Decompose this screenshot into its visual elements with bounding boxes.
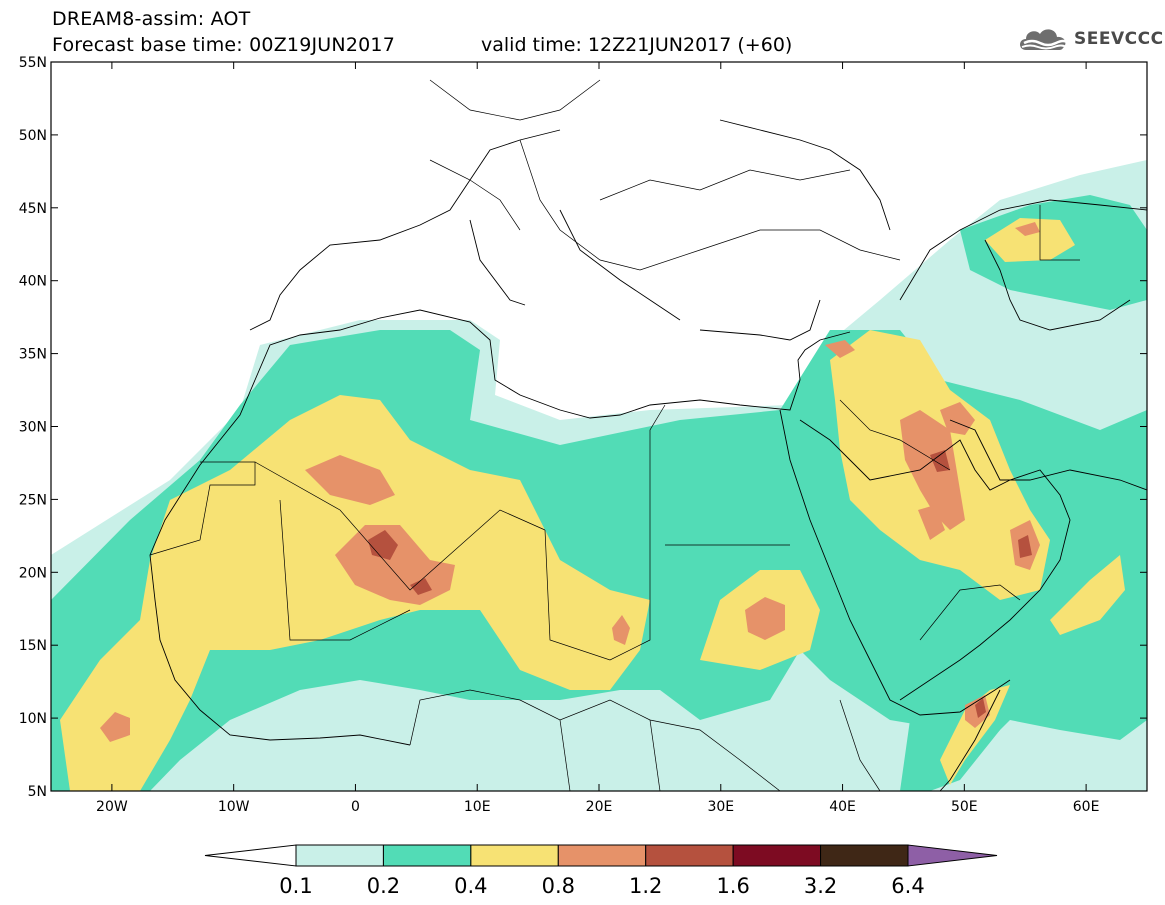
colorbar-under-arrow bbox=[204, 844, 297, 867]
colorbar: 0.1 0.2 0.4 0.8 1.2 1.6 3.2 6.4 bbox=[204, 844, 998, 898]
colorbar-bin bbox=[382, 844, 472, 867]
lon-label: 50E bbox=[951, 799, 978, 815]
aot-field bbox=[51, 79, 1147, 791]
lat-label: 20N bbox=[19, 565, 47, 581]
lat-label: 30N bbox=[19, 420, 47, 436]
brand-label: SEEVCCC bbox=[1074, 29, 1164, 49]
colorbar-label: 1.6 bbox=[716, 874, 749, 898]
lon-label: 30E bbox=[707, 799, 734, 815]
borders bbox=[149, 79, 1080, 791]
lon-label: 20W bbox=[96, 799, 128, 815]
colorbar-label: 0.4 bbox=[454, 874, 487, 898]
map-title: DREAM8-assim: AOT bbox=[52, 8, 251, 30]
lat-label: 40N bbox=[19, 274, 47, 290]
colorbar-over-arrow bbox=[907, 844, 998, 867]
colorbar-bin bbox=[820, 844, 909, 867]
colorbar-label: 3.2 bbox=[804, 874, 837, 898]
lon-label: 10W bbox=[218, 799, 250, 815]
colorbar-label: 0.1 bbox=[279, 874, 312, 898]
lon-label: 60E bbox=[1073, 799, 1100, 815]
colorbar-bin bbox=[557, 844, 647, 867]
latitude-axis: 55N 50N 45N 40N 35N 30N 25N 20N 15N 10N 5N bbox=[19, 55, 1147, 800]
coastlines bbox=[149, 119, 1147, 791]
cloud-logo-icon bbox=[1020, 29, 1069, 50]
aot-layer-1.2 bbox=[368, 450, 1032, 718]
lon-label: 0 bbox=[351, 799, 360, 815]
colorbar-bin bbox=[732, 844, 822, 867]
brand-logo: SEEVCCC bbox=[1016, 24, 1164, 54]
longitude-axis: 20W 10W 0 10E 20E 30E 40E 50E 60E bbox=[96, 62, 1099, 815]
lat-label: 35N bbox=[19, 347, 47, 363]
colorbar-bin bbox=[645, 844, 734, 867]
valid-time: valid time: 12Z21JUN2017 (+60) bbox=[481, 34, 793, 56]
lat-label: 45N bbox=[19, 201, 47, 217]
lat-label: 50N bbox=[19, 128, 47, 144]
colorbar-label: 0.8 bbox=[542, 874, 575, 898]
lon-label: 10E bbox=[464, 799, 491, 815]
lat-label: 5N bbox=[28, 784, 47, 800]
colorbar-bin bbox=[470, 844, 559, 867]
lat-label: 10N bbox=[19, 711, 47, 727]
colorbar-label: 0.2 bbox=[367, 874, 400, 898]
forecast-base-time: Forecast base time: 00Z19JUN2017 bbox=[52, 34, 395, 56]
lat-label: 25N bbox=[19, 492, 47, 508]
colorbar-label: 6.4 bbox=[891, 874, 924, 898]
colorbar-bin bbox=[295, 844, 384, 867]
lon-label: 20E bbox=[586, 799, 613, 815]
lat-label: 15N bbox=[19, 638, 47, 654]
colorbar-label: 1.2 bbox=[629, 874, 662, 898]
lon-label: 40E bbox=[829, 799, 856, 815]
lat-label: 55N bbox=[19, 55, 47, 71]
